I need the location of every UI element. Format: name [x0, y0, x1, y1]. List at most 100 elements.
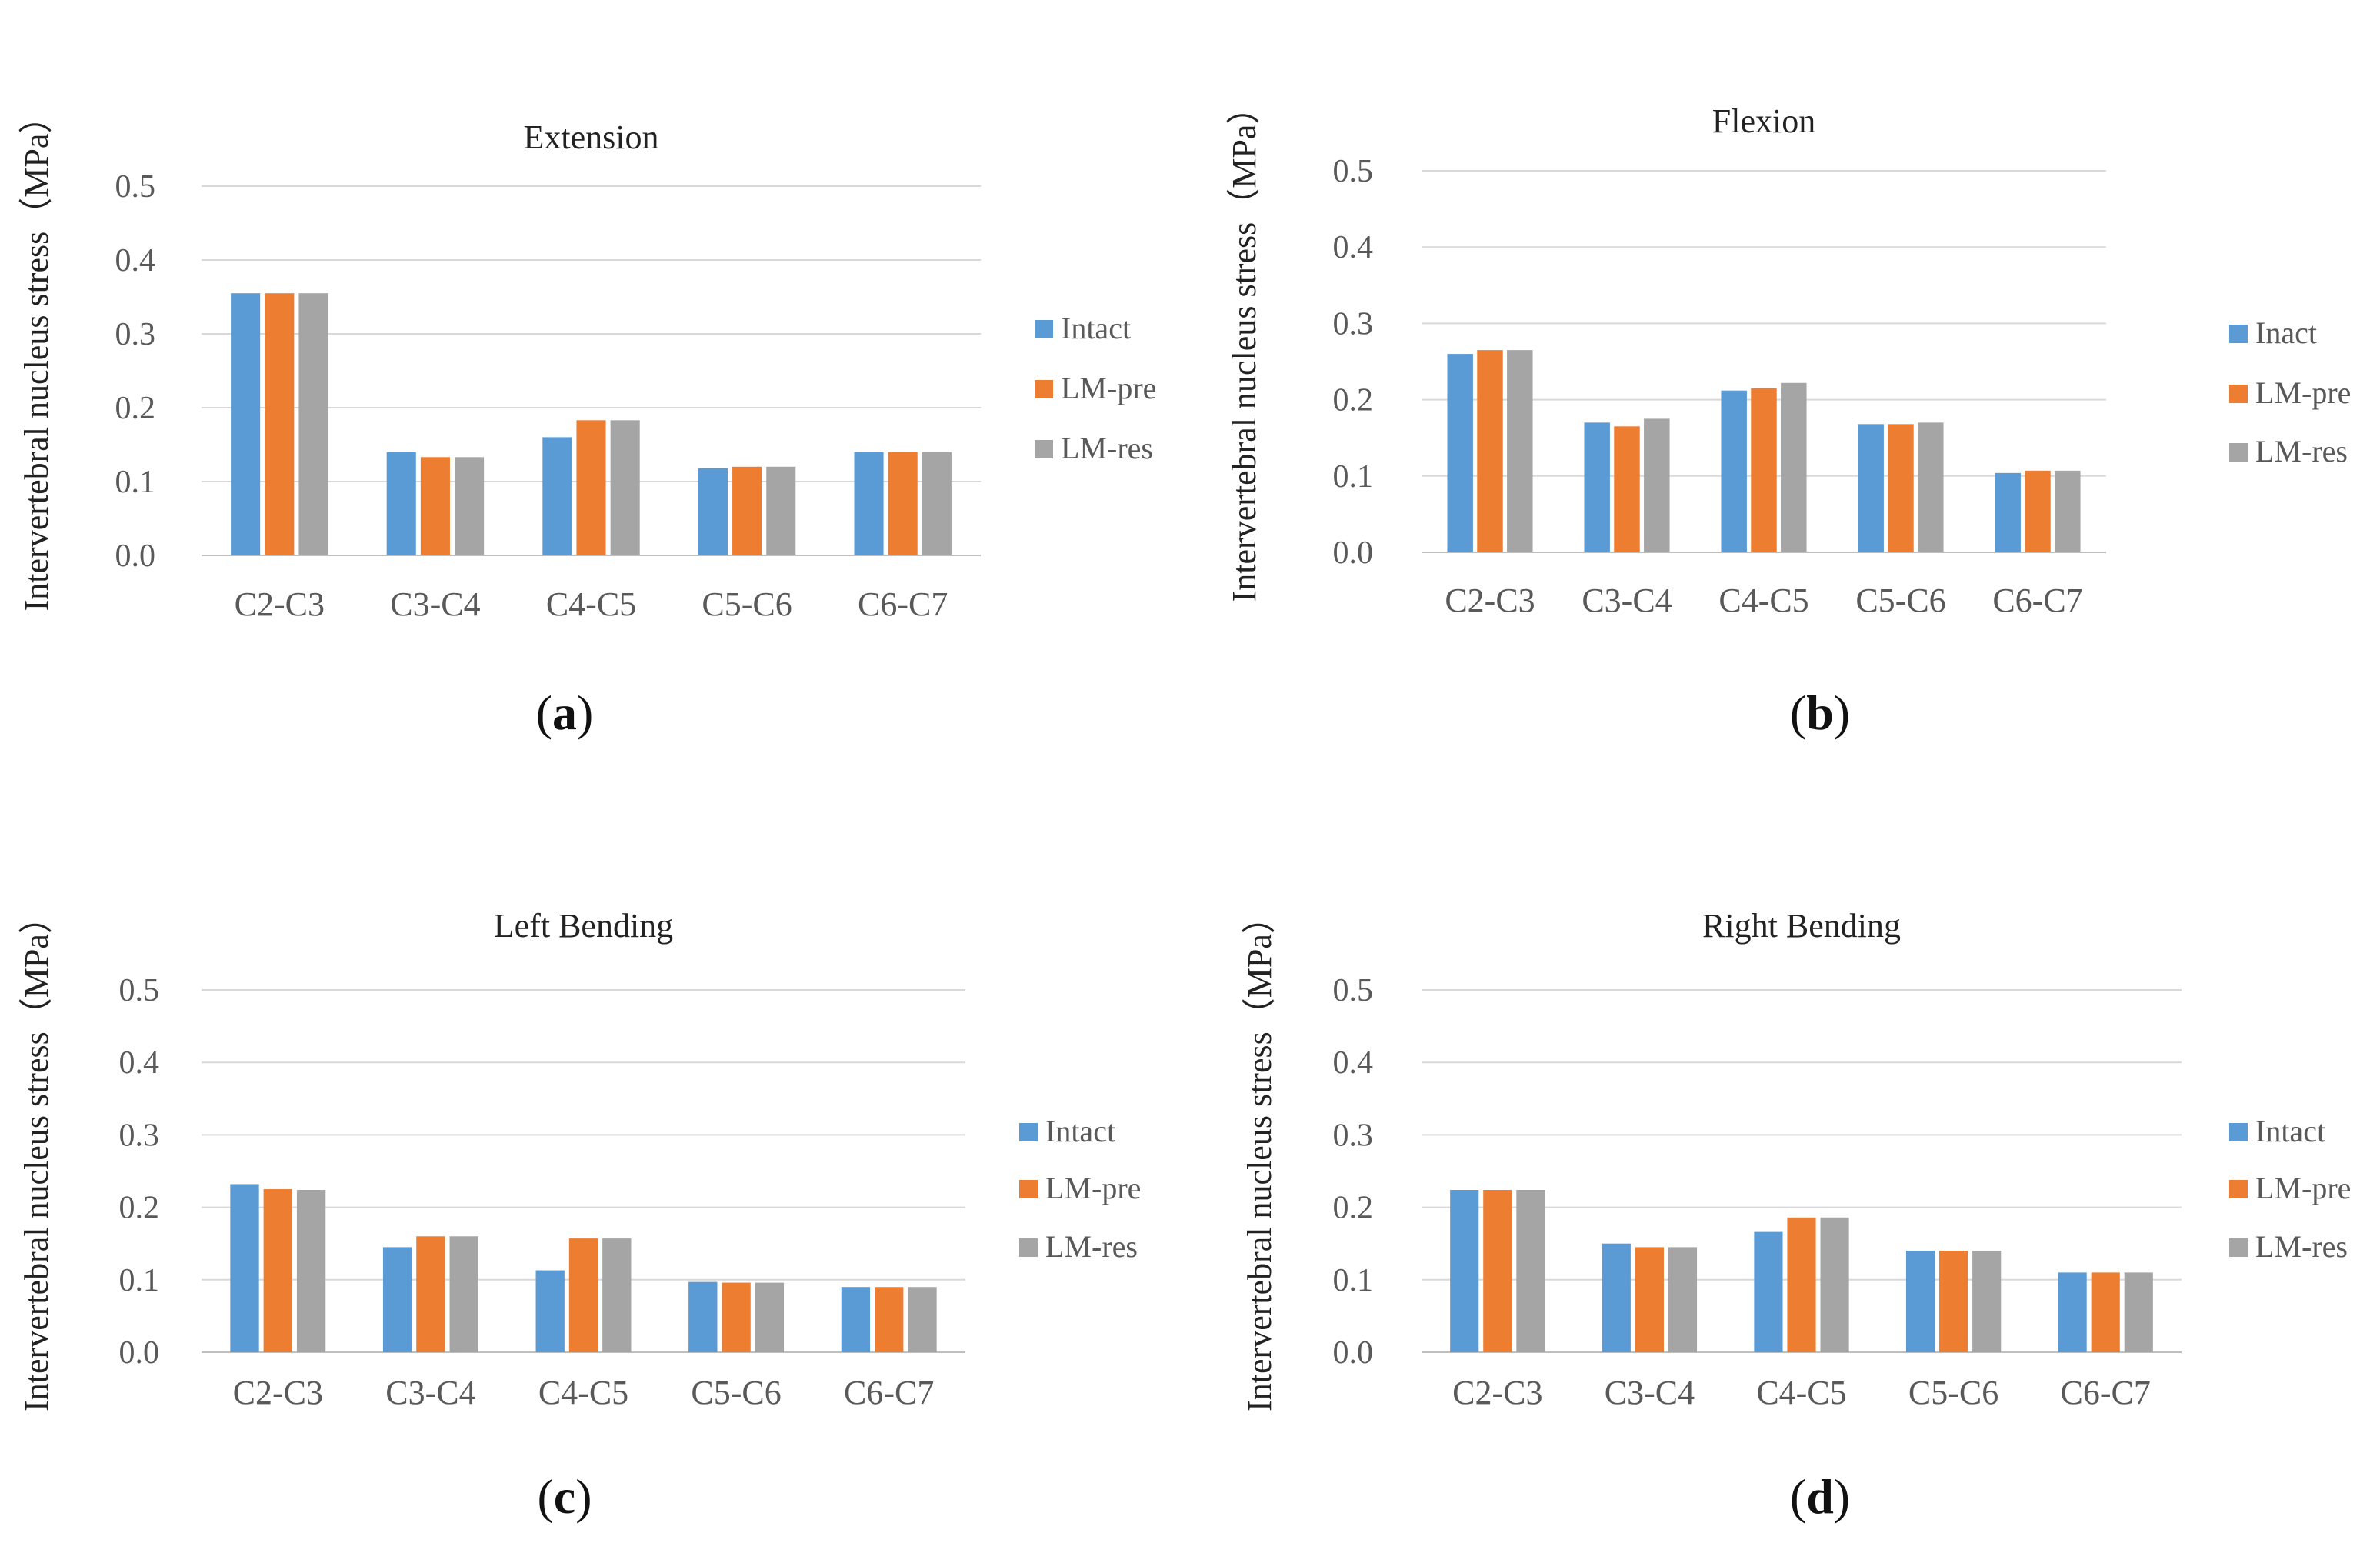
legend-swatch [2229, 325, 2248, 343]
legend-label: LM-pre [2255, 375, 2351, 410]
legend-label: LM-res [2255, 434, 2348, 468]
y-tick-label: 0.1 [1333, 1263, 1374, 1298]
legend-swatch [1035, 440, 1053, 458]
bar-lm-pre-c3-c4 [416, 1236, 445, 1352]
bar-lm-res-c6-c7 [2124, 1272, 2153, 1352]
bar-lm-pre-c5-c6 [1888, 424, 1914, 552]
legend-label: LM-res [1061, 431, 1153, 465]
bar-lm-pre-c4-c5 [1751, 388, 1777, 552]
panel-label: (c) [537, 1469, 592, 1524]
bar-inact-c2-c3 [1447, 354, 1473, 552]
y-axis-title: Intervertebral nucleus stress（MPa） [18, 100, 55, 612]
y-tick-label: 0.0 [115, 538, 156, 574]
bar-intact-c3-c4 [386, 452, 416, 555]
legend-label: LM-res [2255, 1229, 2348, 1264]
panel-label: (d) [1790, 1469, 1850, 1524]
bar-lm-pre-c4-c5 [1787, 1217, 1816, 1352]
y-tick-label: 0.0 [1333, 535, 1374, 571]
legend-label: Intact [1061, 311, 1131, 345]
y-tick-label: 0.0 [119, 1335, 160, 1371]
y-tick-label: 0.1 [119, 1263, 160, 1298]
legend-label: LM-pre [2255, 1171, 2351, 1205]
bar-intact-c6-c7 [2058, 1272, 2087, 1352]
legend-label: Intact [2255, 1114, 2325, 1148]
x-category-label: C3-C4 [390, 585, 480, 623]
bar-lm-res-c6-c7 [922, 452, 952, 555]
chart-title: Extension [524, 118, 659, 156]
bar-lm-res-c4-c5 [610, 420, 640, 555]
bar-lm-res-c5-c6 [755, 1282, 785, 1352]
bar-lm-pre-c6-c7 [2025, 470, 2051, 552]
bar-intact-c2-c3 [1450, 1189, 1479, 1352]
x-category-label: C2-C3 [1445, 582, 1535, 619]
bar-intact-c5-c6 [1905, 1251, 1935, 1352]
bar-intact-c2-c3 [231, 293, 261, 555]
bar-lm-res-c3-c4 [455, 457, 485, 555]
x-category-label: C5-C6 [691, 1374, 781, 1411]
x-category-label: C6-C7 [858, 585, 948, 623]
bar-intact-c5-c6 [688, 1281, 718, 1352]
legend-swatch [1019, 1123, 1038, 1141]
bar-lm-res-c6-c7 [2055, 470, 2081, 552]
chart-panel-d: 0.0 0.1 0.2 0.3 0.4 0.5 C2-C3 C3-C4 C4-C5 C5-C6 C6… [1241, 900, 2351, 1524]
bar-lm-pre-c6-c7 [888, 452, 918, 555]
legend-label: Intact [1045, 1114, 1115, 1148]
x-category-label: C5-C6 [1855, 582, 1945, 619]
bar-intact-c6-c7 [854, 452, 884, 555]
chart-panel-a: 0.0 0.1 0.2 0.3 0.4 0.5 C2-C3 C3-C4 C4-C5 C5-C6 C6… [18, 100, 1156, 740]
bar-lm-res-c4-c5 [1781, 382, 1807, 552]
legend-swatch [2229, 1238, 2248, 1257]
bar-intact-c6-c7 [841, 1287, 871, 1352]
x-category-label: C2-C3 [233, 1374, 323, 1411]
bar-intact-c3-c4 [1602, 1243, 1631, 1352]
bar-inact-c3-c4 [1584, 422, 1610, 552]
bar-intact-c4-c5 [1754, 1231, 1783, 1352]
x-category-label: C3-C4 [385, 1374, 475, 1411]
bar-lm-res-c5-c6 [1972, 1251, 2002, 1352]
bar-lm-res-c3-c4 [1644, 418, 1670, 552]
chart-title: Right Bending [1702, 907, 1901, 945]
legend-swatch [1035, 320, 1053, 338]
y-tick-label: 0.1 [1333, 459, 1374, 495]
x-category-label: C4-C5 [538, 1374, 628, 1411]
bar-intact-c5-c6 [698, 468, 728, 555]
legend-swatch [2229, 1123, 2248, 1141]
bar-lm-pre-c2-c3 [1483, 1189, 1512, 1352]
y-tick-label: 0.2 [1333, 1191, 1374, 1226]
bar-lm-pre-c3-c4 [1614, 426, 1640, 552]
legend-swatch [1019, 1180, 1038, 1198]
chart-panel-c: 0.0 0.1 0.2 0.3 0.4 0.5 C2-C3 C3-C4 C4-C5 C5-C6 C6… [18, 900, 1141, 1524]
bar-lm-res-c3-c4 [1668, 1247, 1698, 1352]
chart-panel-b: 0.0 0.1 0.2 0.3 0.4 0.5 C2-C3 C3-C4 C4-C5 C5-C6 C6… [1225, 91, 2351, 740]
y-tick-label: 0.3 [119, 1118, 160, 1153]
x-category-label: C4-C5 [1718, 582, 1808, 619]
y-tick-label: 0.4 [1333, 1045, 1374, 1081]
y-tick-label: 0.5 [119, 973, 160, 1008]
legend-swatch [1035, 380, 1053, 398]
legend-swatch [2229, 385, 2248, 403]
bar-lm-res-c2-c3 [1507, 350, 1533, 552]
y-tick-label: 0.3 [1333, 1118, 1374, 1153]
legend-swatch [2229, 1180, 2248, 1198]
y-tick-label: 0.5 [1333, 973, 1374, 1008]
bar-lm-pre-c5-c6 [1939, 1251, 1968, 1352]
x-category-label: C6-C7 [2061, 1374, 2151, 1411]
bar-lm-res-c5-c6 [766, 466, 796, 555]
y-axis-title: Intervertebral nucleus stress（MPa） [1225, 91, 1263, 602]
bar-intact-c2-c3 [230, 1184, 259, 1352]
x-category-label: C4-C5 [546, 585, 636, 623]
y-tick-label: 0.3 [115, 317, 156, 352]
x-category-label: C3-C4 [1605, 1374, 1695, 1411]
legend-label: LM-res [1045, 1229, 1138, 1264]
bar-lm-res-c4-c5 [602, 1238, 632, 1352]
y-tick-label: 0.5 [115, 169, 156, 205]
y-tick-label: 0.4 [1333, 230, 1374, 265]
bar-lm-pre-c2-c3 [263, 1189, 292, 1352]
bar-lm-res-c4-c5 [1820, 1217, 1849, 1352]
x-category-label: C6-C7 [1992, 582, 2082, 619]
bar-inact-c5-c6 [1858, 424, 1884, 552]
legend-swatch [2229, 443, 2248, 462]
bar-intact-c3-c4 [382, 1247, 412, 1352]
y-tick-label: 0.0 [1333, 1335, 1374, 1371]
